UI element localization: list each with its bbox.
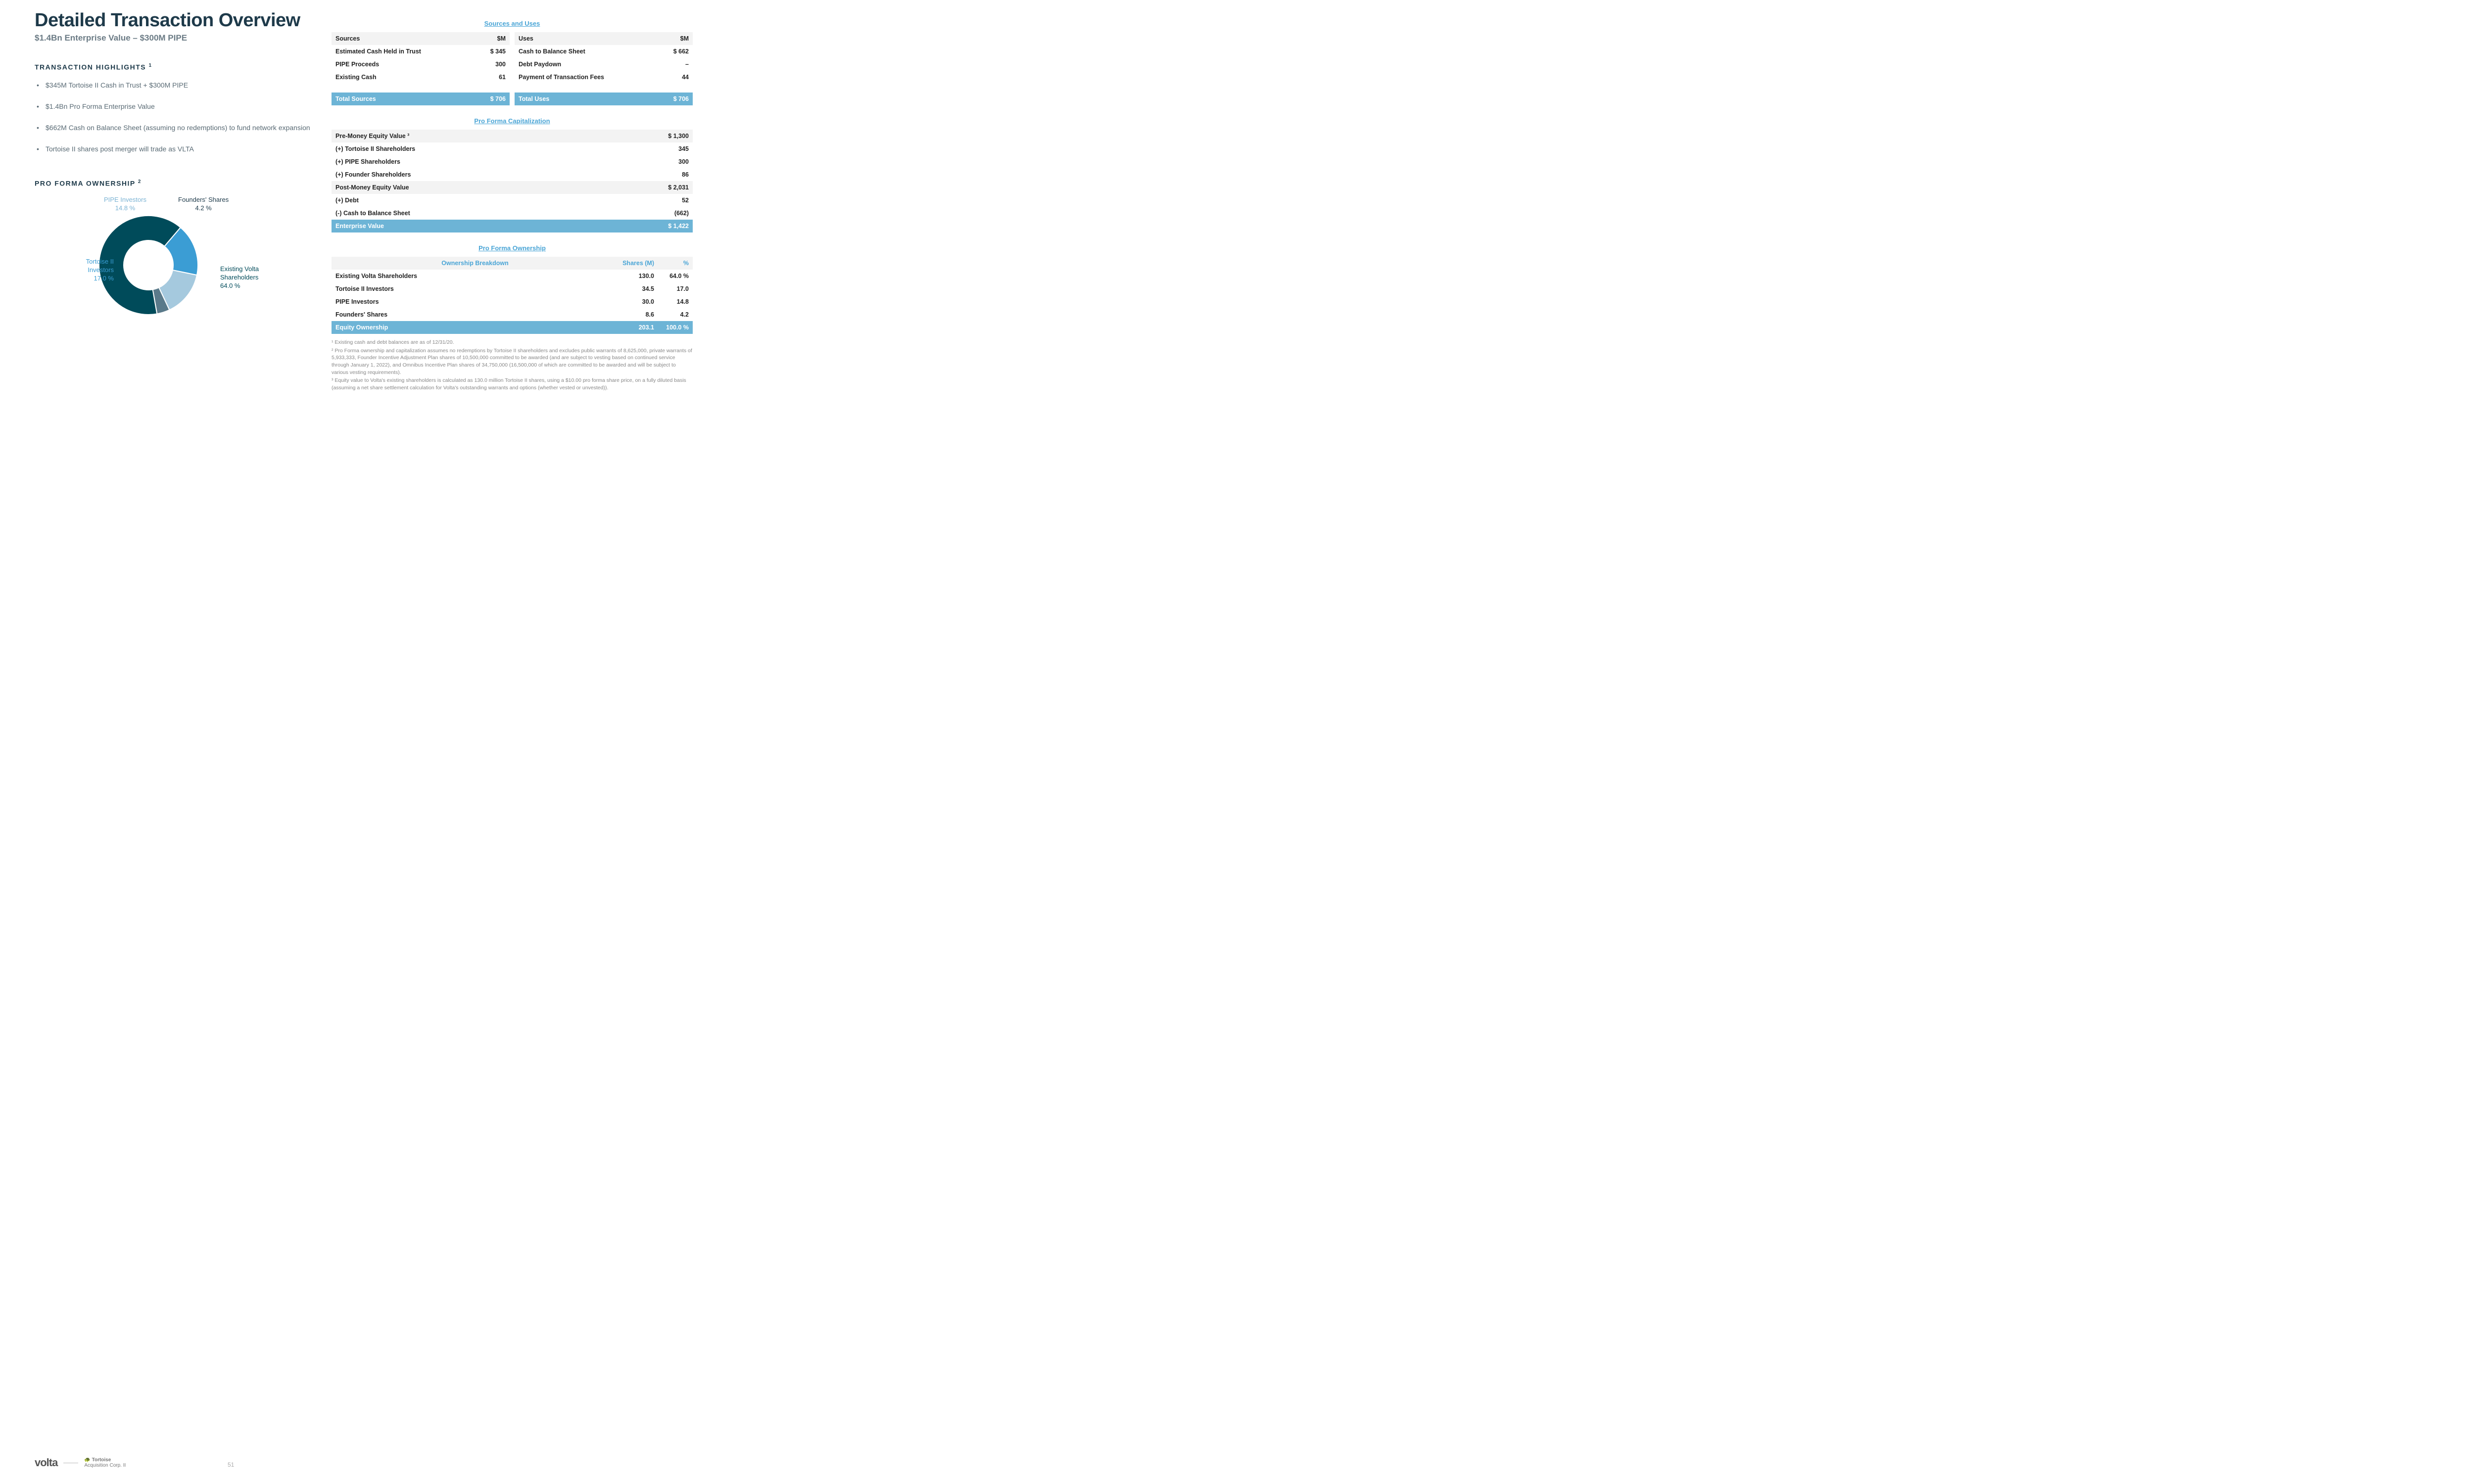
own-total-row: Equity Ownership203.1100.0 % — [332, 321, 693, 334]
volta-logo: volta — [35, 1456, 57, 1469]
footnote: ² Pro Forma ownership and capitalization… — [332, 347, 693, 376]
table-row: (-) Cash to Balance Sheet(662) — [332, 207, 693, 220]
ownership-donut-chart: PIPE Investors 14.8 % Founders' Shares 4… — [35, 196, 262, 354]
sources-uses-wrap: Sources$M Estimated Cash Held in Trust$ … — [332, 32, 693, 105]
ownership-table: Ownership Breakdown Shares (M) % Existin… — [332, 257, 693, 334]
list-item: $1.4Bn Pro Forma Enterprise Value — [35, 101, 312, 112]
table-row: (+) Debt52 — [332, 194, 693, 207]
donut-label-tortoise: Tortoise II Investors 17.0 % — [69, 258, 114, 283]
page-root: Detailed Transaction Overview $1.4Bn Ent… — [35, 10, 693, 393]
footnote: ³ Equity value to Volta's existing share… — [332, 377, 693, 391]
footnote: ¹ Existing cash and debt balances are as… — [332, 339, 693, 346]
table-row: Existing Cash61 — [332, 71, 510, 84]
table-row: (+) Founder Shareholders86 — [332, 168, 693, 181]
table-row: Payment of Transaction Fees44 — [515, 71, 693, 84]
cap-total-row: Enterprise Value$ 1,422 — [332, 220, 693, 232]
own-heading: Pro Forma Ownership — [332, 244, 693, 252]
footnotes: ¹ Existing cash and debt balances are as… — [332, 339, 693, 392]
table-row: Existing Volta Shareholders130.064.0 % — [332, 270, 693, 282]
sources-uses-heading: Sources and Uses — [332, 20, 693, 27]
donut-label-founder: Founders' Shares 4.2 % — [178, 196, 229, 213]
donut-label-existing: Existing Volta Shareholders 64.0 % — [220, 265, 280, 290]
cap-table: Pre-Money Equity Value ³$ 1,300 (+) Tort… — [332, 130, 693, 232]
left-column: Detailed Transaction Overview $1.4Bn Ent… — [35, 10, 312, 393]
table-row: PIPE Investors30.014.8 — [332, 295, 693, 308]
page-number: 51 — [228, 1461, 234, 1468]
tortoise-logo: 🐢 Tortoise Acquisition Corp. II — [84, 1457, 126, 1468]
table-row: Post-Money Equity Value$ 2,031 — [332, 181, 693, 194]
table-row: Founders' Shares8.64.2 — [332, 308, 693, 321]
list-item: $662M Cash on Balance Sheet (assuming no… — [35, 123, 312, 133]
highlights-list: $345M Tortoise II Cash in Trust + $300M … — [35, 80, 312, 154]
list-item: $345M Tortoise II Cash in Trust + $300M … — [35, 80, 312, 91]
table-row: Estimated Cash Held in Trust$ 345 — [332, 45, 510, 58]
sources-table: Sources$M Estimated Cash Held in Trust$ … — [332, 32, 510, 84]
donut-label-pipe: PIPE Investors 14.8 % — [104, 196, 146, 213]
table-row: (+) PIPE Shareholders300 — [332, 155, 693, 168]
ownership-heading: PRO FORMA OWNERSHIP 2 — [35, 179, 312, 187]
page-subtitle: $1.4Bn Enterprise Value – $300M PIPE — [35, 33, 312, 43]
uses-total: Total Uses $ 706 — [515, 93, 693, 105]
page-title: Detailed Transaction Overview — [35, 10, 312, 31]
sources-total: Total Sources $ 706 — [332, 93, 510, 105]
table-row: Cash to Balance Sheet$ 662 — [515, 45, 693, 58]
table-row: Debt Paydown– — [515, 58, 693, 71]
table-row: Pre-Money Equity Value ³$ 1,300 — [332, 130, 693, 142]
right-column: Sources and Uses Sources$M Estimated Cas… — [332, 10, 693, 393]
table-row: Tortoise II Investors34.517.0 — [332, 282, 693, 295]
table-row: (+) Tortoise II Shareholders345 — [332, 142, 693, 155]
sources-col: Sources$M Estimated Cash Held in Trust$ … — [332, 32, 510, 105]
uses-table: Uses$M Cash to Balance Sheet$ 662 Debt P… — [515, 32, 693, 84]
list-item: Tortoise II shares post merger will trad… — [35, 144, 312, 154]
cap-heading: Pro Forma Capitalization — [332, 117, 693, 125]
uses-col: Uses$M Cash to Balance Sheet$ 662 Debt P… — [515, 32, 693, 105]
highlights-heading: TRANSACTION HIGHLIGHTS 1 — [35, 63, 312, 71]
table-row: PIPE Proceeds300 — [332, 58, 510, 71]
footer-logos: volta 🐢 Tortoise Acquisition Corp. II — [35, 1456, 126, 1469]
